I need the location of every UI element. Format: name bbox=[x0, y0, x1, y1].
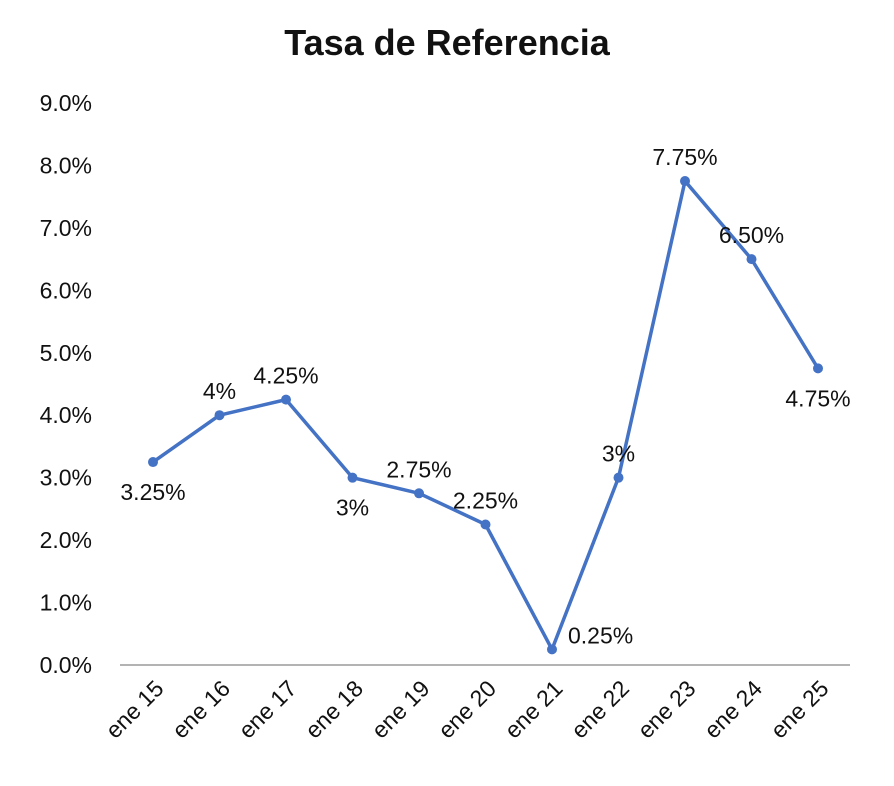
y-tick-label: 1.0% bbox=[40, 590, 92, 616]
data-label: 4% bbox=[203, 378, 236, 404]
data-point-marker bbox=[480, 519, 491, 530]
y-tick-label: 3.0% bbox=[40, 465, 92, 491]
x-tick-label: ene 25 bbox=[765, 675, 833, 743]
series-line bbox=[151, 179, 820, 652]
x-tick-label: ene 23 bbox=[632, 675, 700, 743]
y-tick-label: 5.0% bbox=[40, 340, 92, 366]
data-point-marker bbox=[613, 472, 624, 483]
y-tick-label: 2.0% bbox=[40, 527, 92, 553]
data-label: 0.25% bbox=[568, 622, 633, 648]
y-tick-label: 8.0% bbox=[40, 152, 92, 178]
data-point-marker bbox=[813, 363, 823, 374]
x-tick-label: ene 17 bbox=[233, 675, 301, 743]
x-tick-label: ene 18 bbox=[300, 675, 368, 743]
data-label: 6.50% bbox=[719, 222, 784, 248]
data-label: 3% bbox=[602, 441, 635, 467]
y-tick-label: 7.0% bbox=[40, 215, 92, 241]
data-point-marker bbox=[148, 457, 158, 468]
x-tick-label: ene 21 bbox=[499, 675, 567, 743]
chart-title: Tasa de Referencia bbox=[284, 22, 610, 63]
data-point-marker bbox=[281, 394, 291, 405]
x-tick-label: ene 16 bbox=[167, 675, 235, 743]
y-tick-label: 6.0% bbox=[40, 277, 92, 303]
y-tick-label: 0.0% bbox=[40, 652, 92, 678]
data-point-marker bbox=[547, 644, 557, 655]
data-label: 4.75% bbox=[785, 385, 850, 411]
data-label: 2.25% bbox=[453, 488, 518, 514]
y-tick-label: 9.0% bbox=[40, 90, 92, 116]
data-label: 4.25% bbox=[253, 363, 318, 389]
x-tick-label: ene 20 bbox=[433, 675, 501, 743]
data-point-marker bbox=[414, 488, 424, 499]
data-label: 3% bbox=[336, 495, 369, 521]
data-label: 7.75% bbox=[652, 144, 717, 170]
data-label: 3.25% bbox=[120, 479, 185, 505]
x-tick-label: ene 24 bbox=[699, 675, 767, 743]
data-point-marker bbox=[746, 254, 757, 265]
data-point-marker bbox=[214, 410, 225, 421]
x-tick-label: ene 19 bbox=[366, 675, 434, 743]
data-point-marker bbox=[680, 176, 690, 187]
data-point-marker bbox=[347, 472, 358, 483]
x-tick-label: ene 15 bbox=[100, 675, 168, 743]
y-tick-label: 4.0% bbox=[40, 402, 92, 428]
data-label: 2.75% bbox=[386, 456, 451, 482]
x-tick-label: ene 22 bbox=[566, 675, 634, 743]
